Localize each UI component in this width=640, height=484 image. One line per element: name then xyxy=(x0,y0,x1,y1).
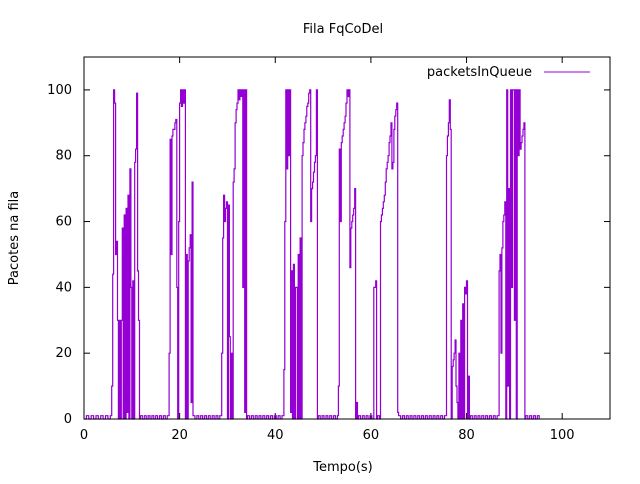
y-tick-label: 40 xyxy=(55,280,72,295)
chart-title: Fila FqCoDel xyxy=(303,22,383,37)
series-line-packetsinqueue xyxy=(84,89,540,420)
y-tick-label: 100 xyxy=(47,83,72,98)
x-tick-label: 40 xyxy=(267,428,284,443)
x-tick-label: 100 xyxy=(550,428,575,443)
y-axis-label: Pacotes na fila xyxy=(7,191,22,285)
x-axis-label: Tempo(s) xyxy=(312,460,373,475)
y-tick-label: 20 xyxy=(55,346,72,361)
plot-frame xyxy=(83,56,611,420)
axis-ticks: 0 20 40 60 80 100 0 20 40 60 80 100 xyxy=(47,57,610,443)
y-tick-label: 80 xyxy=(55,149,72,164)
y-tick-label: 0 xyxy=(64,412,72,427)
legend: packetsInQueue xyxy=(427,65,590,80)
x-tick-label: 0 xyxy=(80,428,88,443)
plot-area xyxy=(84,89,540,420)
x-tick-label: 20 xyxy=(171,428,188,443)
x-tick-label: 80 xyxy=(458,428,475,443)
legend-label-packetsinqueue: packetsInQueue xyxy=(427,65,532,80)
y-tick-label: 60 xyxy=(55,215,72,230)
x-tick-label: 60 xyxy=(363,428,380,443)
